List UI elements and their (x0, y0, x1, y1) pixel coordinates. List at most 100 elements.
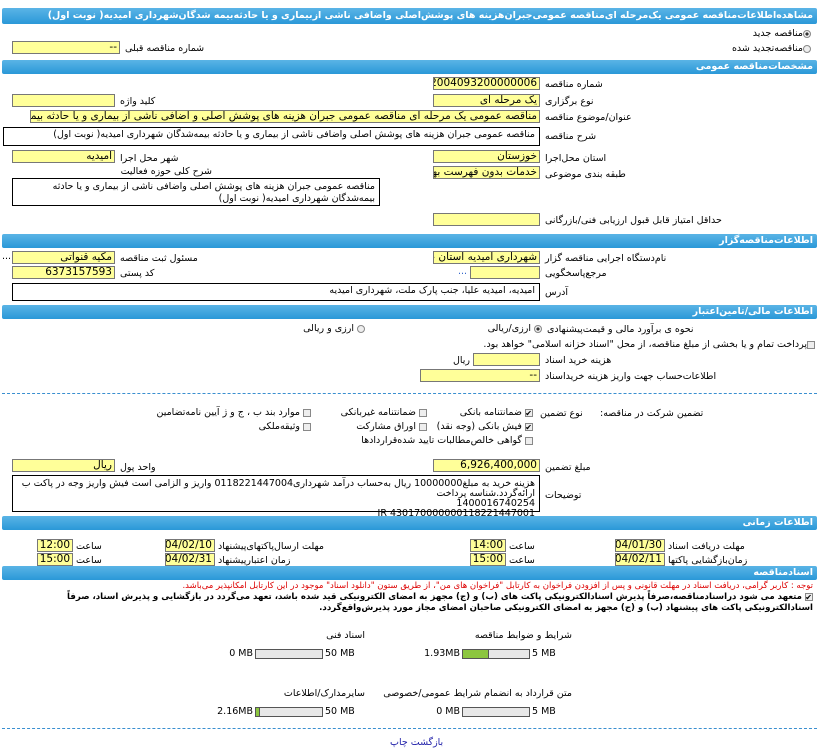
checkbox-icon[interactable]: ✔ (525, 408, 533, 418)
responsible-more-button[interactable]: ... (2, 251, 12, 262)
docs-notice: توجه : کاربر گرامی، دریافت اسناد در مهلت… (182, 581, 813, 591)
desc-field[interactable]: مناقصه عمومی جبران هزینه های پوشش اصلی و… (3, 127, 540, 146)
tender-number-label: شماره مناقصه (545, 79, 603, 90)
keyword-label: کلید واژه (120, 96, 156, 107)
amount-field[interactable]: 6,926,400,000 (433, 459, 540, 472)
checkbox-icon[interactable] (303, 422, 311, 431)
radio-icon[interactable] (534, 324, 542, 333)
category-label: طبقه بندی موضوعی (545, 169, 626, 180)
radio-icon[interactable] (803, 44, 811, 53)
radio-currency-rial[interactable]: ارزی و ریالی (303, 323, 365, 334)
responsible-field[interactable]: مکیه قنواتی (12, 251, 115, 264)
hour-field[interactable]: 14:00 (470, 539, 506, 552)
divider (2, 728, 817, 729)
guarantee-option[interactable]: ضمانتنامه غیربانکی (341, 407, 427, 418)
footer-links: بازگشت چاپ (390, 737, 443, 748)
date-field[interactable]: 1404/01/30 (615, 539, 665, 552)
amount-label: مبلغ تضمین (545, 462, 591, 473)
date-field[interactable]: 1404/02/11 (615, 553, 665, 566)
estimate-label: نحوه ی برآورد مالی و قیمت‌پیشنهادی (547, 324, 694, 335)
subject-label: عنوان/موضوع مناقصه (545, 112, 632, 123)
doc-cost-unit: ریال (452, 355, 470, 366)
doc-cost-field[interactable] (473, 353, 540, 366)
org-field[interactable]: شهرداری امیدیه استان خوز (433, 251, 540, 264)
address-label: آدرس (545, 287, 569, 298)
section-general: مشخصات‌مناقصه عمومی (2, 60, 817, 74)
checkbox-icon[interactable] (303, 408, 311, 417)
file-used: 2.16MB (217, 706, 253, 717)
file-category-label: شرایط و ضوابط مناقصه (474, 630, 572, 641)
back-link[interactable]: بازگشت (410, 737, 444, 748)
page-title: مشاهده‌اطلاعات‌مناقصه عمومی یک‌مرحله ای‌… (2, 8, 817, 24)
commit-checkbox[interactable]: ✔ متعهد می شود دراسنادمناقصه،صرفاً پذیرش… (67, 592, 813, 613)
radio-icon[interactable] (357, 324, 365, 333)
section-organizer: اطلاعات‌مناقصه‌گزار (2, 234, 817, 248)
guarantee-label: تضمین شرکت در مناقصه: (600, 408, 704, 419)
hour-field[interactable]: 12:00 (37, 539, 73, 552)
checkbox-icon[interactable] (807, 340, 815, 349)
file-category-label: سایرمدارک/اطلاعات (283, 688, 365, 699)
radio-rial[interactable]: ارزی/ریالی (488, 323, 542, 334)
postal-field[interactable]: 6373157593 (12, 266, 115, 279)
treasury-checkbox[interactable]: پرداخت تمام و یا بخشی از مبلغ مناقصه، از… (483, 339, 815, 350)
hour-label: ساعت (76, 555, 102, 566)
guarantee-option[interactable]: ✔ ضمانتنامه بانکی (459, 407, 533, 418)
category-field[interactable]: خدمات بدون فهرست بها (433, 166, 540, 179)
guarantee-option[interactable]: گواهی خالص‌مطالبات تایید شده‌قراردادها (361, 435, 533, 446)
hour-field[interactable]: 15:00 (470, 553, 506, 566)
address-field[interactable]: امیدیه، امیدیه علیا، جنب پارک ملت، شهردا… (12, 283, 540, 301)
currency-label: واحد پول (120, 462, 156, 473)
radio-new-tender[interactable]: مناقصه جدید (753, 28, 811, 39)
activity-label: شرح کلی حوزه فعالیت (120, 166, 212, 177)
reference-more-button[interactable]: ... (458, 266, 468, 277)
account-label: اطلاعات‌حساب جهت واریز هزینه خریداسناد (545, 371, 717, 382)
account-field[interactable]: -- (420, 369, 540, 382)
doc-cost-label: هزینه خرید اسناد (545, 355, 612, 366)
hour-label: ساعت (509, 555, 535, 566)
reference-label: مرجع‌پاسخگویی (545, 268, 607, 279)
file-used: 0 MB (436, 706, 460, 717)
notes-line: هزینه خرید به مبلغ10000000 ریال به‌حساب … (21, 478, 535, 499)
checkbox-icon[interactable]: ✔ (805, 592, 813, 602)
checkbox-icon[interactable]: ✔ (525, 422, 533, 432)
hour-field[interactable]: 15:00 (37, 553, 73, 566)
type-label: نوع برگزاری (545, 96, 594, 107)
min-score-field[interactable] (433, 213, 540, 226)
currency-field[interactable]: ریال (12, 459, 115, 472)
subject-field[interactable]: مناقصه عمومی یک مرحله ای مناقصه عمومی جب… (30, 110, 540, 123)
guarantee-option[interactable]: وثیقه‌ملکی (259, 421, 311, 432)
file-usage-bar (255, 707, 323, 717)
province-field[interactable]: خوزستان (433, 150, 540, 163)
date-field[interactable]: 1404/02/10 (165, 539, 215, 552)
keyword-field[interactable] (12, 94, 115, 107)
section-docs: اسنادمناقصه (2, 566, 817, 580)
notes-line: IR 430170000000118221447001 (377, 508, 535, 519)
radio-renewed-tender[interactable]: مناقصه‌تجدید شده (732, 43, 811, 54)
city-field[interactable]: امیدیه (12, 150, 115, 163)
checkbox-icon[interactable] (419, 422, 427, 431)
file-category-label: متن قرارداد به انضمام شرایط عمومی/خصوصی (383, 688, 572, 699)
type-field[interactable]: یک مرحله ای (433, 94, 540, 107)
tender-number-field[interactable]: 2004093200000006 (433, 77, 540, 90)
postal-label: کد پستی (120, 268, 155, 279)
prev-number-label: شماره مناقصه قبلی (125, 43, 205, 54)
guarantee-option[interactable]: ✔ فیش بانکی (وجه نقد) (436, 421, 533, 432)
radio-icon[interactable] (803, 29, 811, 38)
guarantee-option[interactable]: اوراق مشارکت (356, 421, 427, 432)
hour-label: ساعت (509, 541, 535, 552)
checkbox-icon[interactable] (419, 408, 427, 417)
checkbox-icon[interactable] (525, 436, 533, 445)
notes-field[interactable]: هزینه خرید به مبلغ10000000 ریال به‌حساب … (12, 475, 540, 519)
file-usage-fill (256, 708, 260, 716)
activity-field[interactable]: مناقصه عمومی جبران هزینه های پوشش اصلی و… (12, 178, 380, 206)
time-label: مهلت ارسال‌پاکتهای‌پیشنهاد (218, 541, 324, 552)
divider (2, 393, 817, 394)
hour-label: ساعت (76, 541, 102, 552)
guarantee-option[interactable]: موارد بند ب ، ج و ژ آیین نامه‌تضامین (156, 407, 311, 418)
reference-field[interactable] (470, 266, 540, 279)
org-label: نام‌دستگاه اجرایی مناقصه گزار (545, 253, 667, 264)
date-field[interactable]: 1404/02/31 (165, 553, 215, 566)
prev-number-field[interactable]: -- (12, 41, 120, 54)
print-link[interactable]: چاپ (390, 737, 408, 748)
file-max: 50 MB (325, 648, 355, 659)
